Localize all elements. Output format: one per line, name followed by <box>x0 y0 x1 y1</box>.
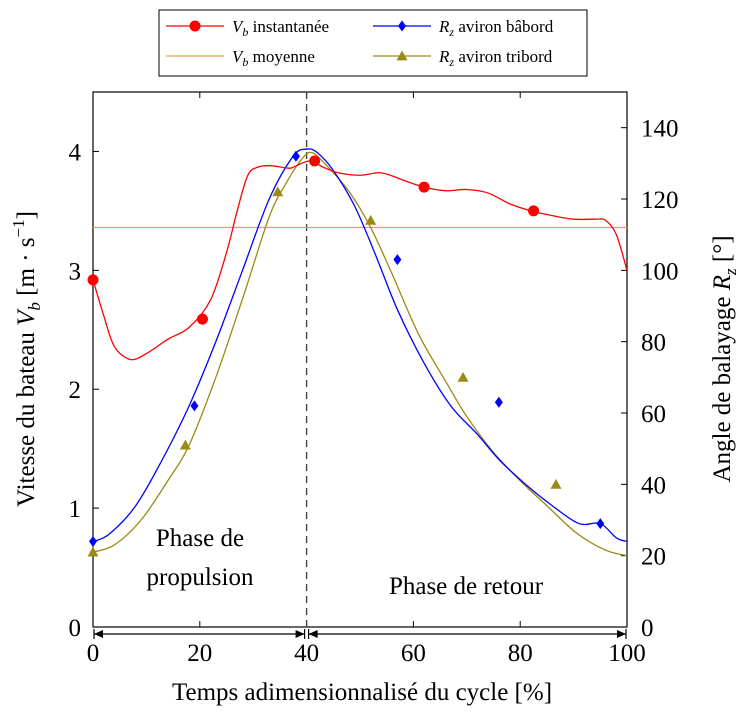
retour-arrow-head <box>308 630 318 638</box>
x-axis-title: Temps adimensionnalisé du cycle [%] <box>172 679 552 706</box>
series-point <box>418 181 430 193</box>
series-point <box>291 150 300 162</box>
series-point <box>87 546 99 557</box>
series-point <box>457 371 469 382</box>
x-tick-label: 80 <box>508 640 533 667</box>
legend-label: Vb moyenne <box>232 47 315 69</box>
svg-text:Vitesse du bateau Vb [m · s−1]: Vitesse du bateau Vb [m · s−1] <box>9 211 44 507</box>
series-point <box>179 439 191 450</box>
legend-marker <box>189 20 201 32</box>
phase-propulsion-line1: Phase de <box>156 525 244 552</box>
series-line <box>93 148 627 543</box>
phase-propulsion-line2: propulsion <box>147 564 254 591</box>
svg-text:Angle de balayage Rz [°]: Angle de balayage Rz [°] <box>709 235 739 482</box>
series-point <box>494 396 503 408</box>
series-point <box>365 214 377 225</box>
y-right-tick-label: 20 <box>641 544 666 571</box>
x-tick-label: 60 <box>401 640 426 667</box>
series-line <box>93 160 627 361</box>
legend-box <box>158 9 588 77</box>
legend-label: Vb instantanée <box>232 17 329 39</box>
phase-retour-label: Phase de retour <box>389 573 544 600</box>
x-tick-label: 20 <box>187 640 212 667</box>
legend-marker <box>398 20 406 32</box>
propulsion-arrow-head <box>94 630 103 638</box>
series-point <box>196 313 208 325</box>
series-line <box>93 151 627 557</box>
y-left-tick-label: 2 <box>69 377 82 404</box>
y-left-axis-title: Vitesse du bateau Vb [m · s−1] <box>9 211 44 507</box>
propulsion-arrow-head <box>295 630 305 638</box>
y-right-tick-label: 80 <box>641 330 666 357</box>
series-point <box>596 518 605 530</box>
legend-label: Rz aviron tribord <box>438 47 553 69</box>
series-point <box>87 274 99 286</box>
y-left-tick-label: 4 <box>69 139 82 166</box>
legend-marker <box>396 50 408 61</box>
y-right-tick-label: 100 <box>641 258 679 285</box>
plot-frame <box>92 91 628 628</box>
y-right-tick-label: 0 <box>641 615 654 642</box>
legend: Vb instantanée Rz aviron bâbord Vb moyenne… <box>158 9 588 77</box>
legend-label: Rz aviron bâbord <box>438 17 554 39</box>
x-tick-label: 100 <box>608 640 646 667</box>
y-left-tick-label: 3 <box>69 258 82 285</box>
y-left-tick-label: 1 <box>69 496 82 523</box>
y-right-axis-title: Angle de balayage Rz [°] <box>709 235 739 482</box>
x-tick-label: 0 <box>87 640 100 667</box>
retour-arrow-head <box>617 630 626 638</box>
series-point <box>550 478 562 489</box>
series-point <box>393 254 402 266</box>
series-point <box>528 205 540 217</box>
y-right-tick-label: 120 <box>641 187 679 214</box>
y-right-tick-label: 140 <box>641 116 679 143</box>
y-left-tick-label: 0 <box>69 615 82 642</box>
series-point <box>272 186 284 197</box>
x-tick-label: 40 <box>294 640 319 667</box>
series-point <box>190 400 199 412</box>
y-right-tick-label: 40 <box>641 472 666 499</box>
series-point <box>309 155 321 167</box>
series-point <box>89 535 97 547</box>
y-right-tick-label: 60 <box>641 401 666 428</box>
